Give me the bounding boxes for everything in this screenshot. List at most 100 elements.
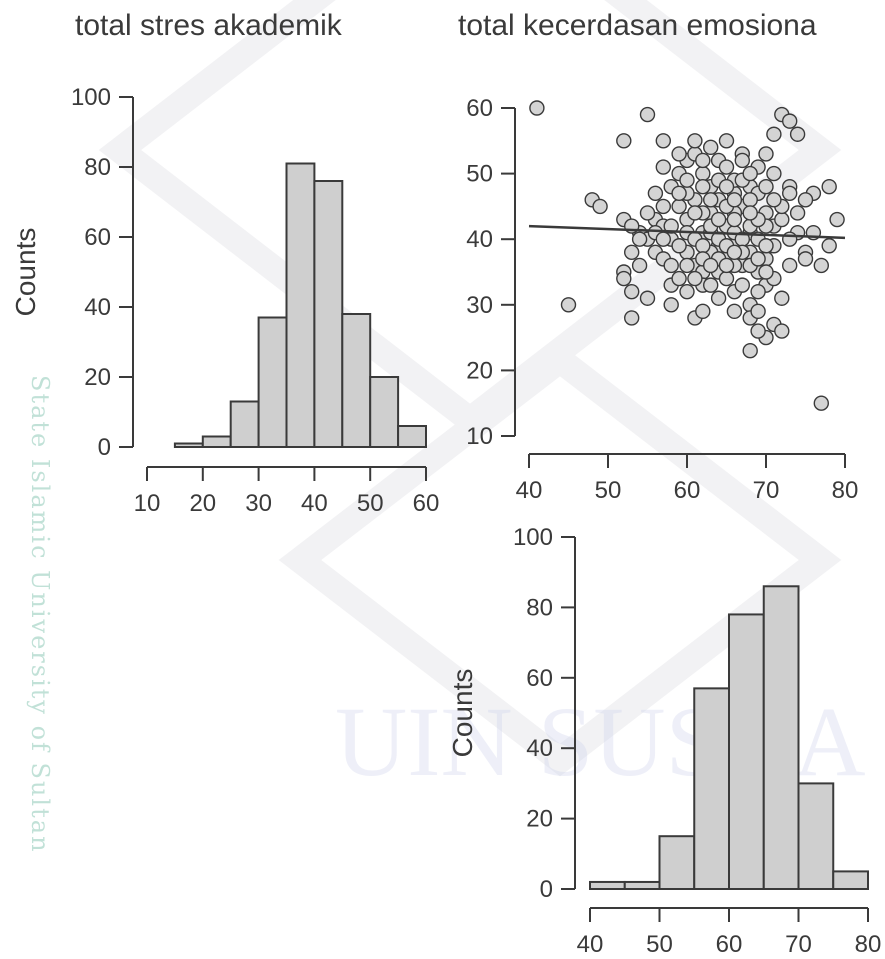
x-tick-label: 50 [646, 931, 673, 958]
scatter-point [624, 244, 640, 261]
scatter-point [671, 185, 687, 201]
y-tick-label: 20 [466, 357, 493, 384]
scatter-point [750, 251, 766, 267]
histogram-bar [762, 585, 800, 891]
scatter-point [695, 152, 711, 169]
histogram-bar [229, 400, 260, 448]
histogram-bar [797, 782, 835, 891]
scatter-point [726, 244, 743, 261]
x-tick-label: 40 [516, 477, 543, 504]
scatter-point [718, 179, 735, 195]
scatter-point [703, 139, 719, 156]
y-axis-label-counts-1: Counts [10, 228, 41, 317]
scatter-point [782, 231, 798, 247]
scatter-point [782, 185, 798, 201]
x-tick-label: 10 [134, 490, 161, 517]
histogram-bar [397, 425, 428, 448]
histogram-bar [693, 687, 730, 890]
scatter-point [734, 152, 750, 169]
scatter-point [679, 257, 695, 274]
chart-title-kecerdasan: total kecerdasan emosiona [458, 9, 817, 42]
histogram-bar [623, 880, 661, 891]
histogram-bar [728, 613, 765, 890]
scatter-point [766, 165, 782, 182]
y-tick-label: 100 [71, 84, 111, 111]
histogram-bar [257, 316, 288, 448]
y-tick-label: 20 [84, 364, 111, 391]
scatter-point [758, 146, 774, 162]
histogram-bar [341, 313, 372, 448]
scatter-point [734, 277, 750, 293]
x-tick-label: 50 [595, 477, 622, 504]
histogram-bar [589, 880, 626, 891]
histogram-bar [369, 376, 400, 448]
scatter-point [766, 192, 782, 208]
scatter-point [663, 257, 679, 274]
scatter-point [774, 323, 790, 339]
scatter-point [726, 211, 743, 228]
y-tick-label: 50 [466, 161, 493, 188]
scatter-point [742, 343, 758, 359]
y-tick-label: 80 [526, 594, 553, 621]
scatter-point [703, 192, 719, 208]
scatter-point [655, 231, 671, 247]
scatter-point [631, 231, 648, 247]
scatter-point [663, 218, 679, 234]
scatter-point [695, 165, 711, 182]
x-tick-label: 70 [753, 477, 780, 504]
scatter-point [797, 251, 814, 267]
scatter-point [766, 126, 782, 142]
scatter-point [710, 211, 727, 228]
y-axis-label-counts-2: Counts [447, 669, 478, 758]
scatter-point [639, 106, 656, 123]
scatter-point [695, 303, 711, 320]
scatter-point [726, 303, 743, 320]
scatter-point [679, 283, 695, 300]
scatter-point [687, 270, 703, 287]
x-tick-label: 50 [357, 490, 384, 517]
histogram-bar [313, 180, 344, 448]
x-tick-label: 20 [189, 490, 216, 517]
chart-title-stres: total stres akademik [75, 9, 343, 42]
scatter-point [750, 283, 766, 300]
y-tick-label: 10 [466, 423, 493, 450]
scatter-point [703, 277, 719, 293]
histogram-bar [832, 870, 869, 891]
x-tick-label: 70 [785, 931, 812, 958]
watermark-side-text: State Islamic University of Sultan [26, 375, 54, 854]
y-tick-label: 60 [466, 95, 493, 122]
scatter-point [624, 283, 640, 300]
scatter-point [639, 290, 656, 306]
scatter-point [687, 133, 703, 149]
y-tick-label: 20 [526, 806, 553, 833]
scatter-point [789, 126, 806, 142]
scatter-point [616, 270, 632, 287]
scatter-point [671, 198, 687, 215]
scatter-point [560, 297, 577, 313]
scatter-point [782, 257, 798, 274]
scatter-point [679, 172, 695, 188]
scatter-point [718, 133, 735, 149]
scatter-point [758, 179, 774, 195]
scatter-point [718, 270, 735, 287]
scatter-point [718, 257, 735, 274]
regression-line [528, 224, 846, 240]
scatter-point [639, 205, 656, 221]
scatter-point [758, 264, 774, 280]
scatter-point [742, 205, 758, 221]
scatter-point [695, 179, 711, 195]
y-tick-label: 0 [540, 876, 553, 903]
histogram-bar [658, 835, 696, 891]
scatter-point [687, 205, 703, 221]
x-tick-label: 80 [832, 477, 859, 504]
y-tick-label: 100 [513, 524, 553, 551]
y-tick-label: 30 [466, 292, 493, 319]
scatter-point [655, 133, 671, 149]
x-tick-label: 80 [855, 931, 882, 958]
scatter-point [616, 133, 632, 149]
scatter-point [774, 211, 790, 228]
x-tick-label: 40 [577, 931, 604, 958]
histogram-stres-akademik: total stres akademik Counts 0 20 40 60 80 100… [10, 9, 439, 517]
histogram-kecerdasan-emosional: Counts 0 20 40 60 80 100 40 50 60 70 80 [447, 524, 881, 958]
scatter-point [529, 100, 545, 116]
